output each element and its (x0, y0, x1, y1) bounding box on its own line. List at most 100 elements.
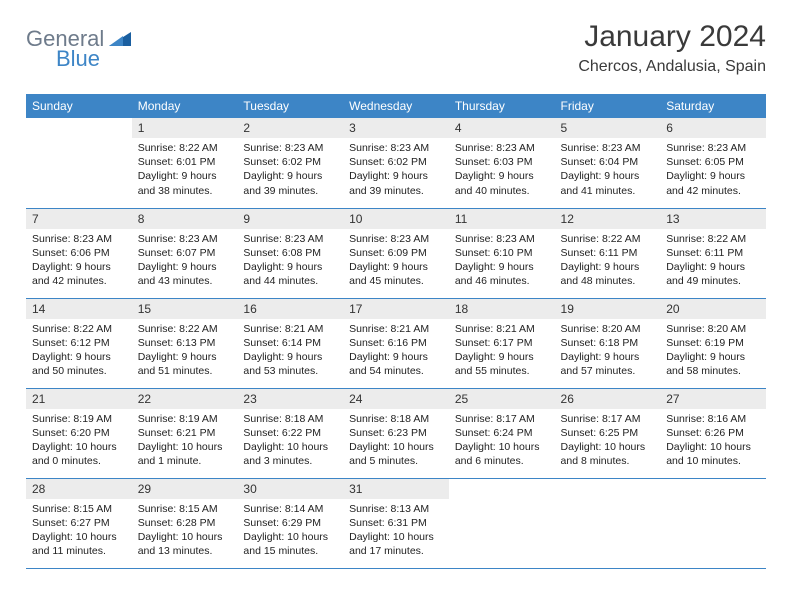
sunrise-text: Sunrise: 8:23 AM (455, 232, 549, 246)
sunset-text: Sunset: 6:28 PM (138, 516, 232, 530)
calendar-day-cell: 4Sunrise: 8:23 AMSunset: 6:03 PMDaylight… (449, 118, 555, 208)
calendar-day-cell (26, 118, 132, 208)
calendar-day-cell: 6Sunrise: 8:23 AMSunset: 6:05 PMDaylight… (660, 118, 766, 208)
calendar-day-cell: 10Sunrise: 8:23 AMSunset: 6:09 PMDayligh… (343, 208, 449, 298)
sunset-text: Sunset: 6:08 PM (243, 246, 337, 260)
day-details: Sunrise: 8:23 AMSunset: 6:10 PMDaylight:… (449, 229, 555, 294)
calendar-day-cell: 21Sunrise: 8:19 AMSunset: 6:20 PMDayligh… (26, 388, 132, 478)
calendar-day-cell (660, 478, 766, 568)
day-details: Sunrise: 8:21 AMSunset: 6:16 PMDaylight:… (343, 319, 449, 384)
daylight-text: Daylight: 9 hours and 48 minutes. (561, 260, 655, 288)
calendar-day-cell: 1Sunrise: 8:22 AMSunset: 6:01 PMDaylight… (132, 118, 238, 208)
day-number: 18 (449, 299, 555, 319)
daylight-text: Daylight: 10 hours and 11 minutes. (32, 530, 126, 558)
sunrise-text: Sunrise: 8:21 AM (455, 322, 549, 336)
daylight-text: Daylight: 9 hours and 51 minutes. (138, 350, 232, 378)
day-number: 8 (132, 209, 238, 229)
calendar-week-row: 21Sunrise: 8:19 AMSunset: 6:20 PMDayligh… (26, 388, 766, 478)
day-details: Sunrise: 8:22 AMSunset: 6:11 PMDaylight:… (660, 229, 766, 294)
day-details: Sunrise: 8:20 AMSunset: 6:18 PMDaylight:… (555, 319, 661, 384)
day-details: Sunrise: 8:13 AMSunset: 6:31 PMDaylight:… (343, 499, 449, 564)
daylight-text: Daylight: 10 hours and 0 minutes. (32, 440, 126, 468)
day-number: 19 (555, 299, 661, 319)
calendar-day-cell: 22Sunrise: 8:19 AMSunset: 6:21 PMDayligh… (132, 388, 238, 478)
sunset-text: Sunset: 6:24 PM (455, 426, 549, 440)
calendar-day-cell: 3Sunrise: 8:23 AMSunset: 6:02 PMDaylight… (343, 118, 449, 208)
sunset-text: Sunset: 6:27 PM (32, 516, 126, 530)
sunset-text: Sunset: 6:09 PM (349, 246, 443, 260)
calendar-day-cell: 18Sunrise: 8:21 AMSunset: 6:17 PMDayligh… (449, 298, 555, 388)
day-details: Sunrise: 8:23 AMSunset: 6:04 PMDaylight:… (555, 138, 661, 203)
sunrise-text: Sunrise: 8:14 AM (243, 502, 337, 516)
sunset-text: Sunset: 6:02 PM (243, 155, 337, 169)
day-number: 29 (132, 479, 238, 499)
weekday-header: Sunday (26, 94, 132, 118)
sunrise-text: Sunrise: 8:23 AM (349, 141, 443, 155)
calendar-day-cell: 24Sunrise: 8:18 AMSunset: 6:23 PMDayligh… (343, 388, 449, 478)
calendar-day-cell: 30Sunrise: 8:14 AMSunset: 6:29 PMDayligh… (237, 478, 343, 568)
day-number: 21 (26, 389, 132, 409)
calendar-week-row: 7Sunrise: 8:23 AMSunset: 6:06 PMDaylight… (26, 208, 766, 298)
day-number: 25 (449, 389, 555, 409)
sunset-text: Sunset: 6:31 PM (349, 516, 443, 530)
sunrise-text: Sunrise: 8:18 AM (349, 412, 443, 426)
day-number: 4 (449, 118, 555, 138)
sunrise-text: Sunrise: 8:23 AM (666, 141, 760, 155)
calendar-day-cell: 2Sunrise: 8:23 AMSunset: 6:02 PMDaylight… (237, 118, 343, 208)
sunset-text: Sunset: 6:22 PM (243, 426, 337, 440)
calendar-day-cell: 11Sunrise: 8:23 AMSunset: 6:10 PMDayligh… (449, 208, 555, 298)
calendar-day-cell: 28Sunrise: 8:15 AMSunset: 6:27 PMDayligh… (26, 478, 132, 568)
title-block: January 2024 Chercos, Andalusia, Spain (578, 20, 766, 76)
day-number: 26 (555, 389, 661, 409)
day-details: Sunrise: 8:18 AMSunset: 6:22 PMDaylight:… (237, 409, 343, 474)
daylight-text: Daylight: 9 hours and 55 minutes. (455, 350, 549, 378)
day-details: Sunrise: 8:23 AMSunset: 6:07 PMDaylight:… (132, 229, 238, 294)
daylight-text: Daylight: 9 hours and 53 minutes. (243, 350, 337, 378)
sunset-text: Sunset: 6:02 PM (349, 155, 443, 169)
day-details: Sunrise: 8:22 AMSunset: 6:12 PMDaylight:… (26, 319, 132, 384)
daylight-text: Daylight: 9 hours and 44 minutes. (243, 260, 337, 288)
sunset-text: Sunset: 6:07 PM (138, 246, 232, 260)
calendar-day-cell: 15Sunrise: 8:22 AMSunset: 6:13 PMDayligh… (132, 298, 238, 388)
day-number: 24 (343, 389, 449, 409)
calendar-body: 1Sunrise: 8:22 AMSunset: 6:01 PMDaylight… (26, 118, 766, 568)
sunset-text: Sunset: 6:18 PM (561, 336, 655, 350)
sunset-text: Sunset: 6:03 PM (455, 155, 549, 169)
weekday-header: Wednesday (343, 94, 449, 118)
calendar-day-cell: 12Sunrise: 8:22 AMSunset: 6:11 PMDayligh… (555, 208, 661, 298)
sunrise-text: Sunrise: 8:23 AM (243, 141, 337, 155)
daylight-text: Daylight: 9 hours and 46 minutes. (455, 260, 549, 288)
day-details: Sunrise: 8:19 AMSunset: 6:20 PMDaylight:… (26, 409, 132, 474)
day-number: 14 (26, 299, 132, 319)
sunset-text: Sunset: 6:25 PM (561, 426, 655, 440)
daylight-text: Daylight: 9 hours and 43 minutes. (138, 260, 232, 288)
daylight-text: Daylight: 10 hours and 17 minutes. (349, 530, 443, 558)
sunrise-text: Sunrise: 8:23 AM (455, 141, 549, 155)
daylight-text: Daylight: 9 hours and 40 minutes. (455, 169, 549, 197)
day-details: Sunrise: 8:23 AMSunset: 6:03 PMDaylight:… (449, 138, 555, 203)
month-title: January 2024 (578, 20, 766, 54)
sunset-text: Sunset: 6:11 PM (666, 246, 760, 260)
sunset-text: Sunset: 6:11 PM (561, 246, 655, 260)
daylight-text: Daylight: 10 hours and 3 minutes. (243, 440, 337, 468)
sunrise-text: Sunrise: 8:17 AM (561, 412, 655, 426)
day-details: Sunrise: 8:23 AMSunset: 6:08 PMDaylight:… (237, 229, 343, 294)
day-number: 5 (555, 118, 661, 138)
day-number: 10 (343, 209, 449, 229)
calendar-day-cell: 26Sunrise: 8:17 AMSunset: 6:25 PMDayligh… (555, 388, 661, 478)
sunset-text: Sunset: 6:10 PM (455, 246, 549, 260)
sunrise-text: Sunrise: 8:23 AM (243, 232, 337, 246)
daylight-text: Daylight: 9 hours and 42 minutes. (666, 169, 760, 197)
sunrise-text: Sunrise: 8:21 AM (349, 322, 443, 336)
day-number: 15 (132, 299, 238, 319)
sunset-text: Sunset: 6:26 PM (666, 426, 760, 440)
sunrise-text: Sunrise: 8:22 AM (32, 322, 126, 336)
day-details: Sunrise: 8:22 AMSunset: 6:11 PMDaylight:… (555, 229, 661, 294)
sunset-text: Sunset: 6:13 PM (138, 336, 232, 350)
day-number: 6 (660, 118, 766, 138)
calendar-day-cell: 31Sunrise: 8:13 AMSunset: 6:31 PMDayligh… (343, 478, 449, 568)
day-details: Sunrise: 8:17 AMSunset: 6:24 PMDaylight:… (449, 409, 555, 474)
daylight-text: Daylight: 10 hours and 13 minutes. (138, 530, 232, 558)
weekday-header: Monday (132, 94, 238, 118)
day-details: Sunrise: 8:23 AMSunset: 6:02 PMDaylight:… (237, 138, 343, 203)
